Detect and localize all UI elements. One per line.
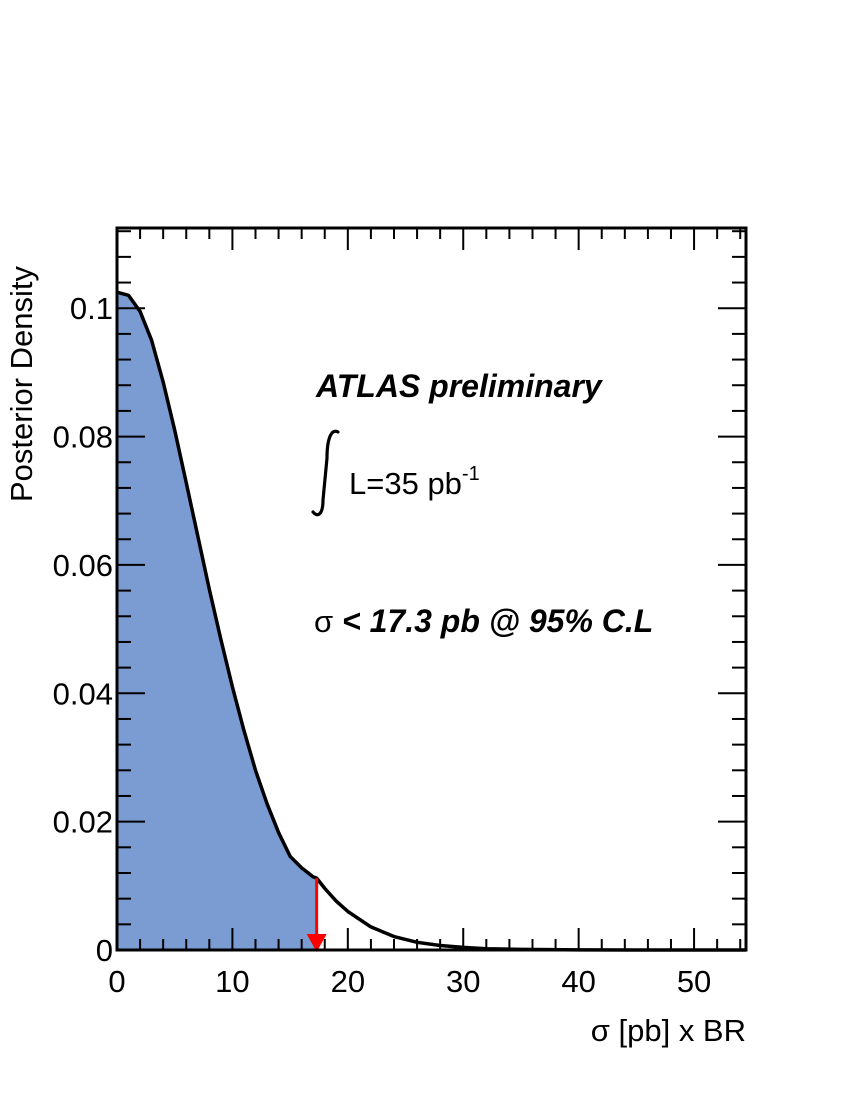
y-tick-label: 0.06 — [53, 548, 113, 583]
y-tick-label: 0.02 — [53, 805, 113, 840]
x-tick-label: 10 — [215, 964, 249, 999]
integral-sign-icon — [311, 429, 340, 517]
x-tick-label: 50 — [677, 964, 711, 999]
x-axis-title: σ [pb] x BR — [591, 1013, 746, 1048]
sigma-symbol: σ — [314, 604, 333, 639]
x-tick-label: 20 — [331, 964, 365, 999]
plot-frame — [115, 226, 748, 952]
x-tick-label: 0 — [108, 964, 125, 999]
lumi-text: L=35 pb — [349, 466, 462, 501]
x-tick-label: 40 — [561, 964, 595, 999]
y-tick-label: 0.1 — [70, 291, 113, 326]
tick-labels: 0 10 20 30 40 50 0 0.02 0.04 0.06 0.08 0.1 — [53, 291, 712, 999]
limit-text: < 17.3 pb @ 95% C.L — [333, 603, 653, 639]
upper-limit-arrow — [306, 878, 327, 952]
y-tick-label: 0.08 — [53, 420, 113, 455]
y-axis-title: Posterior Density — [4, 265, 39, 502]
x-tick-label: 30 — [446, 964, 480, 999]
y-tick-label: 0.04 — [53, 676, 113, 711]
posterior-line — [116, 290, 747, 952]
y-tick-label: 0 — [96, 933, 113, 968]
posterior-curve — [116, 290, 747, 952]
limit-statement: σ < 17.3 pb @ 95% C.L — [314, 603, 653, 639]
arrow-head — [306, 934, 327, 952]
luminosity-label: L=35 pb-1 — [311, 429, 480, 517]
experiment-label: ATLAS preliminary — [315, 368, 604, 404]
shaded-area — [117, 292, 317, 950]
svg-text:L=35 pb-1: L=35 pb-1 — [349, 463, 480, 501]
shaded-credible-region — [117, 292, 317, 950]
lumi-exponent: -1 — [462, 463, 480, 485]
